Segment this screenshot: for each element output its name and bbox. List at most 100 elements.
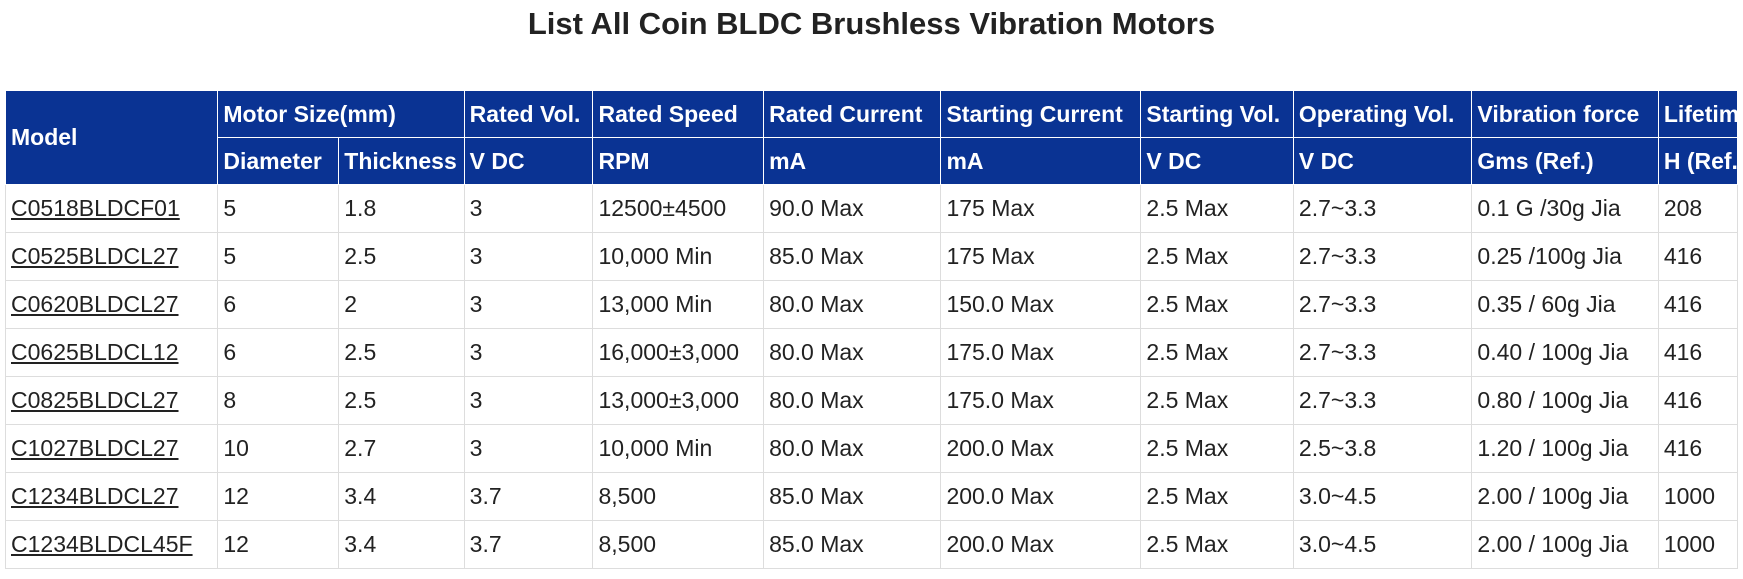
header-rated-vol: Rated Vol. [463, 90, 594, 138]
cell-diameter: 5 [217, 232, 340, 281]
cell-rated-speed: 13,000 Min [592, 280, 765, 329]
cell-operating-vol: 3.0~4.5 [1292, 520, 1473, 569]
table-row: C0620BLDCL27 6 2 3 13,000 Min 80.0 Max 150.0 M… [4, 280, 1739, 329]
page-title: List All Coin BLDC Brushless Vibration M… [527, 6, 1216, 41]
cell-rated-speed: 12500±4500 [592, 184, 765, 233]
cell-operating-vol: 2.7~3.3 [1292, 328, 1473, 377]
cell-model: C0620BLDCL27 [4, 280, 219, 329]
cell-starting-vol: 2.5 Max [1140, 328, 1294, 377]
cell-rated-current: 85.0 Max [763, 232, 942, 281]
cell-rated-speed: 10,000 Min [592, 424, 765, 473]
header-rated-current-unit: mA [763, 137, 942, 185]
cell-lifetime: 416 [1657, 232, 1739, 281]
model-link[interactable]: C0518BLDCF01 [11, 195, 180, 221]
cell-rated-speed: 8,500 [592, 520, 765, 569]
header-row-main: Model Motor Size(mm) Rated Vol. Rated Sp… [4, 90, 1739, 185]
cell-starting-current: 175.0 Max [940, 376, 1142, 425]
cell-starting-current: 175 Max [940, 184, 1142, 233]
cell-starting-vol: 2.5 Max [1140, 184, 1294, 233]
cell-lifetime: 1000 [1657, 520, 1739, 569]
cell-operating-vol: 2.7~3.3 [1292, 232, 1473, 281]
cell-diameter: 10 [217, 424, 340, 473]
cell-thickness: 2.5 [338, 232, 465, 281]
cell-rated-vol: 3 [463, 424, 594, 473]
cell-vibration-force: 0.80 / 100g Jia [1471, 376, 1659, 425]
header-motor-size: Motor Size(mm) [217, 90, 465, 138]
table-row: C1234BLDCL45F 12 3.4 3.7 8,500 85.0 Max 200.0 … [4, 520, 1739, 569]
cell-rated-current: 85.0 Max [763, 472, 942, 521]
model-link[interactable]: C1234BLDCL27 [11, 483, 179, 509]
cell-model: C1234BLDCL45F [4, 520, 219, 569]
header-rated-current: Rated Current [763, 90, 942, 138]
cell-rated-current: 80.0 Max [763, 424, 942, 473]
cell-rated-current: 80.0 Max [763, 328, 942, 377]
cell-diameter: 5 [217, 184, 340, 233]
table-row: C0518BLDCF01 5 1.8 3 12500±4500 90.0 Max 175 M… [4, 184, 1739, 233]
table-row: C0525BLDCL27 5 2.5 3 10,000 Min 85.0 Max 175 M… [4, 232, 1739, 281]
cell-rated-speed: 10,000 Min [592, 232, 765, 281]
header-rated-vol-unit: V DC [463, 137, 594, 185]
cell-rated-speed: 8,500 [592, 472, 765, 521]
cell-model: C0625BLDCL12 [4, 328, 219, 377]
cell-rated-speed: 13,000±3,000 [592, 376, 765, 425]
model-link[interactable]: C0525BLDCL27 [11, 243, 179, 269]
cell-rated-vol: 3 [463, 328, 594, 377]
header-thickness: Thickness [338, 137, 465, 185]
header-diameter: Diameter [217, 137, 340, 185]
header-vibration-force-unit: Gms (Ref.) [1471, 137, 1659, 185]
header-starting-current-unit: mA [940, 137, 1142, 185]
model-link[interactable]: C0825BLDCL27 [11, 387, 179, 413]
cell-vibration-force: 1.20 / 100g Jia [1471, 424, 1659, 473]
header-lifetime-unit: H (Ref.) [1657, 137, 1739, 185]
header-rated-speed-unit: RPM [592, 137, 765, 185]
model-link[interactable]: C1027BLDCL27 [11, 435, 179, 461]
cell-vibration-force: 0.1 G /30g Jia [1471, 184, 1659, 233]
cell-starting-current: 175.0 Max [940, 328, 1142, 377]
header-rated-speed: Rated Speed [592, 90, 765, 138]
cell-operating-vol: 3.0~4.5 [1292, 472, 1473, 521]
header-vibration-force: Vibration force [1471, 90, 1659, 138]
cell-thickness: 2.7 [338, 424, 465, 473]
cell-rated-vol: 3.7 [463, 520, 594, 569]
cell-vibration-force: 2.00 / 100g Jia [1471, 472, 1659, 521]
table-header: Model Motor Size(mm) Rated Vol. Rated Sp… [4, 90, 1739, 185]
cell-vibration-force: 0.35 / 60g Jia [1471, 280, 1659, 329]
cell-model: C0525BLDCL27 [4, 232, 219, 281]
header-model: Model [4, 90, 219, 185]
cell-starting-current: 175 Max [940, 232, 1142, 281]
cell-model: C0825BLDCL27 [4, 376, 219, 425]
cell-starting-current: 200.0 Max [940, 520, 1142, 569]
cell-thickness: 3.4 [338, 472, 465, 521]
cell-diameter: 12 [217, 520, 340, 569]
cell-diameter: 6 [217, 280, 340, 329]
cell-starting-vol: 2.5 Max [1140, 232, 1294, 281]
cell-diameter: 8 [217, 376, 340, 425]
cell-starting-vol: 2.5 Max [1140, 280, 1294, 329]
model-link[interactable]: C0620BLDCL27 [11, 291, 179, 317]
cell-operating-vol: 2.7~3.3 [1292, 376, 1473, 425]
model-link[interactable]: C0625BLDCL12 [11, 339, 179, 365]
cell-operating-vol: 2.7~3.3 [1292, 280, 1473, 329]
table-row: C1234BLDCL27 12 3.4 3.7 8,500 85.0 Max 200.0 M… [4, 472, 1739, 521]
cell-vibration-force: 0.40 / 100g Jia [1471, 328, 1659, 377]
cell-diameter: 12 [217, 472, 340, 521]
cell-starting-current: 200.0 Max [940, 424, 1142, 473]
cell-model: C1234BLDCL27 [4, 472, 219, 521]
header-starting-current: Starting Current [940, 90, 1142, 138]
cell-model: C1027BLDCL27 [4, 424, 219, 473]
cell-lifetime: 416 [1657, 328, 1739, 377]
cell-rated-current: 80.0 Max [763, 376, 942, 425]
table-body: C0518BLDCF01 5 1.8 3 12500±4500 90.0 Max 175 M… [4, 184, 1739, 569]
cell-lifetime: 416 [1657, 424, 1739, 473]
cell-rated-vol: 3 [463, 184, 594, 233]
header-starting-vol-unit: V DC [1140, 137, 1294, 185]
cell-starting-vol: 2.5 Max [1140, 520, 1294, 569]
cell-model: C0518BLDCF01 [4, 184, 219, 233]
cell-rated-speed: 16,000±3,000 [592, 328, 765, 377]
cell-starting-vol: 2.5 Max [1140, 472, 1294, 521]
cell-thickness: 1.8 [338, 184, 465, 233]
model-link[interactable]: C1234BLDCL45F [11, 531, 193, 557]
cell-rated-vol: 3 [463, 232, 594, 281]
motor-table-container: Model Motor Size(mm) Rated Vol. Rated Sp… [4, 90, 1739, 569]
cell-operating-vol: 2.5~3.8 [1292, 424, 1473, 473]
